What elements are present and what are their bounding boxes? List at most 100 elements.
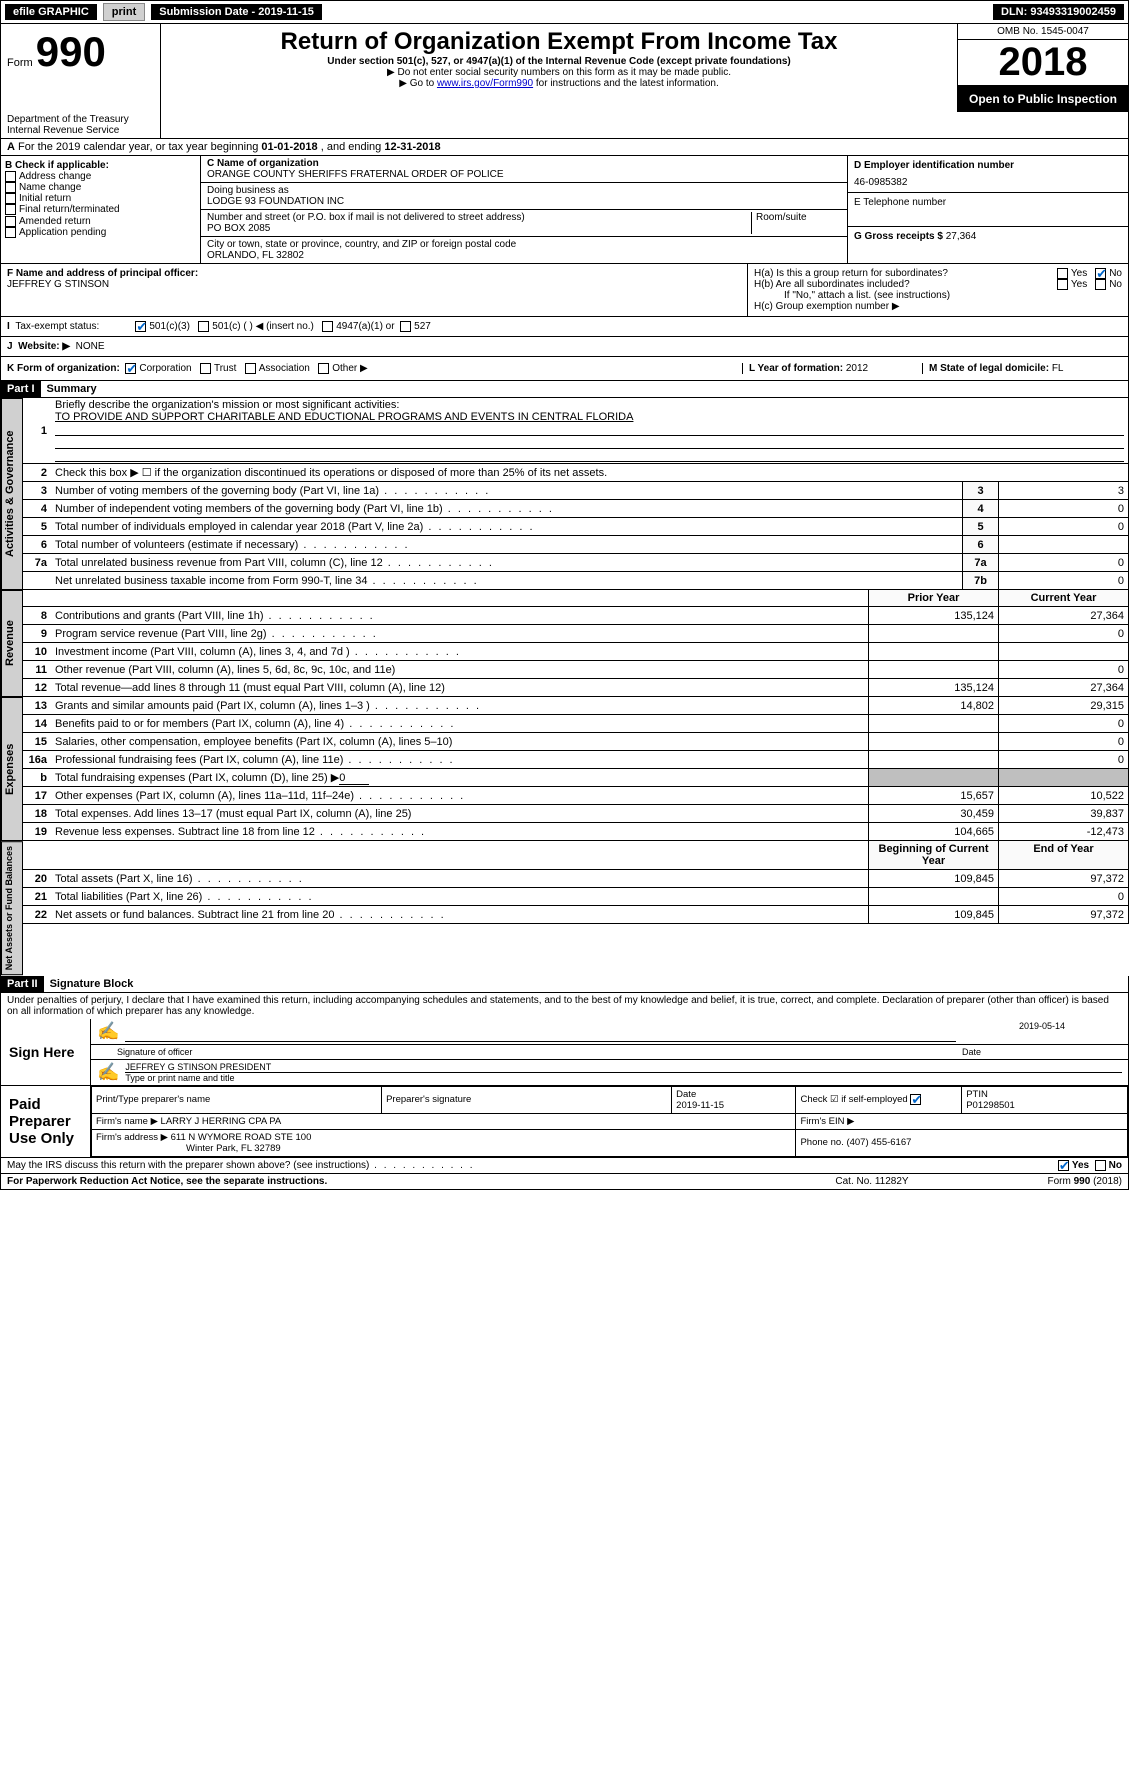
part2-header-row: Part II Signature Block [0, 976, 1129, 993]
right-header-box: OMB No. 1545-0047 2018 Open to Public In… [958, 24, 1128, 112]
rev12-prior: 135,124 [868, 679, 998, 696]
officer-name: JEFFREY G STINSON [7, 279, 741, 290]
header-prior-year: Prior Year [868, 590, 998, 606]
prep-name-header: Print/Type preparer's name [92, 1086, 382, 1113]
city-state-zip: ORLANDO, FL 32802 [207, 250, 841, 261]
check-amended-return[interactable] [5, 216, 16, 227]
check-other[interactable] [318, 363, 329, 374]
exp13-curr: 29,315 [998, 697, 1128, 714]
form-note-link: ▶ Go to www.irs.gov/Form990 for instruct… [167, 78, 951, 89]
sign-here-section: Sign Here ✍ 2019-05-14 Signature of offi… [0, 1019, 1129, 1086]
exp14-curr: 0 [998, 715, 1128, 732]
exp18-prior: 30,459 [868, 805, 998, 822]
room-suite-label: Room/suite [751, 212, 841, 234]
val-line7a: 0 [998, 554, 1128, 571]
website-value: NONE [76, 341, 105, 352]
part2-tag: Part II [1, 976, 44, 992]
tab-expenses: Expenses [1, 697, 23, 841]
firm-phone: (407) 455-6167 [846, 1137, 911, 1148]
form-word: Form [7, 57, 33, 69]
check-ha-no[interactable] [1095, 268, 1106, 279]
exp18-curr: 39,837 [998, 805, 1128, 822]
net21-beg [868, 888, 998, 905]
check-501c3[interactable] [135, 321, 146, 332]
rev10-prior [868, 643, 998, 660]
check-initial-return[interactable] [5, 193, 16, 204]
check-application-pending[interactable] [5, 227, 16, 238]
mission-text: TO PROVIDE AND SUPPORT CHARITABLE AND ED… [55, 411, 633, 423]
exp17-curr: 10,522 [998, 787, 1128, 804]
exp16a-curr: 0 [998, 751, 1128, 768]
form-note-ssn: ▶ Do not enter social security numbers o… [167, 67, 951, 78]
page-footer: For Paperwork Reduction Act Notice, see … [0, 1174, 1129, 1190]
check-name-change[interactable] [5, 182, 16, 193]
check-corporation[interactable] [125, 363, 136, 374]
prep-selfemp-header: Check ☑ if self-employed [796, 1086, 962, 1113]
part2-title: Signature Block [44, 976, 140, 992]
net22-beg: 109,845 [868, 906, 998, 923]
perjury-statement: Under penalties of perjury, I declare th… [0, 993, 1129, 1019]
form-subtitle: Under section 501(c), 527, or 4947(a)(1)… [167, 56, 951, 67]
print-button[interactable]: print [103, 3, 145, 21]
submission-date-badge: Submission Date - 2019-11-15 [151, 4, 322, 20]
check-self-employed[interactable] [910, 1094, 921, 1105]
check-discuss-yes[interactable] [1058, 1160, 1069, 1171]
check-final-return[interactable] [5, 204, 16, 215]
tab-net-assets: Net Assets or Fund Balances [1, 841, 23, 975]
dept-treasury: Department of the Treasury Internal Reve… [1, 112, 161, 138]
firm-name: LARRY J HERRING CPA PA [161, 1116, 282, 1127]
check-address-change[interactable] [5, 171, 16, 182]
dln-badge: DLN: 93493319002459 [993, 4, 1124, 20]
paid-preparer-label: Paid Preparer Use Only [1, 1086, 91, 1157]
check-4947[interactable] [322, 321, 333, 332]
val-line4: 0 [998, 500, 1128, 517]
open-to-public-badge: Open to Public Inspection [958, 86, 1128, 112]
part1-header-row: Part I Summary [0, 381, 1129, 398]
check-hb-yes[interactable] [1057, 279, 1068, 290]
form-number: 990 [36, 28, 106, 75]
exp15-prior [868, 733, 998, 750]
section-revenue: Revenue Prior YearCurrent Year 8Contribu… [0, 590, 1129, 697]
paid-preparer-table: Print/Type preparer's name Preparer's si… [91, 1086, 1128, 1157]
street-address: PO BOX 2085 [207, 223, 751, 234]
check-trust[interactable] [200, 363, 211, 374]
ptin-value: P01298501 [966, 1100, 1015, 1111]
box-deg: D Employer identification number 46-0985… [848, 156, 1128, 263]
exp14-prior [868, 715, 998, 732]
check-hb-no[interactable] [1095, 279, 1106, 290]
section-activities-governance: Activities & Governance 1Briefly describ… [0, 398, 1129, 590]
firm-ein-label: Firm's EIN ▶ [796, 1113, 1128, 1129]
row-j-website: J Website: ▶ NONE [0, 337, 1129, 357]
header-end-year: End of Year [998, 841, 1128, 869]
irs-link[interactable]: www.irs.gov/Form990 [437, 78, 533, 89]
tab-activities-governance: Activities & Governance [1, 398, 23, 590]
check-527[interactable] [400, 321, 411, 332]
section-fh: F Name and address of principal officer:… [0, 264, 1129, 317]
box-b-checklist: B Check if applicable: Address change Na… [1, 156, 201, 263]
check-discuss-no[interactable] [1095, 1160, 1106, 1171]
efile-badge: efile GRAPHIC [5, 4, 97, 20]
rev10-curr [998, 643, 1128, 660]
exp13-prior: 14,802 [868, 697, 998, 714]
section-expenses: Expenses 13Grants and similar amounts pa… [0, 697, 1129, 841]
form-id-footer: Form 990 (2018) [972, 1176, 1122, 1187]
form-number-box: Form 990 [1, 24, 161, 112]
firm-addr1: 611 N WYMORE ROAD STE 100 [171, 1132, 312, 1143]
hc-group-exemption: H(c) Group exemption number ▶ [754, 301, 1122, 312]
part1-tag: Part I [1, 381, 41, 397]
val-line6 [998, 536, 1128, 553]
form-header: Form 990 Return of Organization Exempt F… [0, 24, 1129, 112]
form-title: Return of Organization Exempt From Incom… [167, 28, 951, 56]
section-net-assets: Net Assets or Fund Balances Beginning of… [0, 841, 1129, 975]
omb-number: OMB No. 1545-0047 [958, 24, 1128, 40]
rev9-prior [868, 625, 998, 642]
firm-addr2: Winter Park, FL 32789 [96, 1143, 281, 1154]
exp19-prior: 104,665 [868, 823, 998, 840]
header-current-year: Current Year [998, 590, 1128, 606]
exp19-curr: -12,473 [998, 823, 1128, 840]
check-association[interactable] [245, 363, 256, 374]
check-ha-yes[interactable] [1057, 268, 1068, 279]
year-formation: 2012 [846, 363, 868, 374]
printed-name-label: Type or print name and title [125, 1073, 1122, 1083]
check-501c[interactable] [198, 321, 209, 332]
